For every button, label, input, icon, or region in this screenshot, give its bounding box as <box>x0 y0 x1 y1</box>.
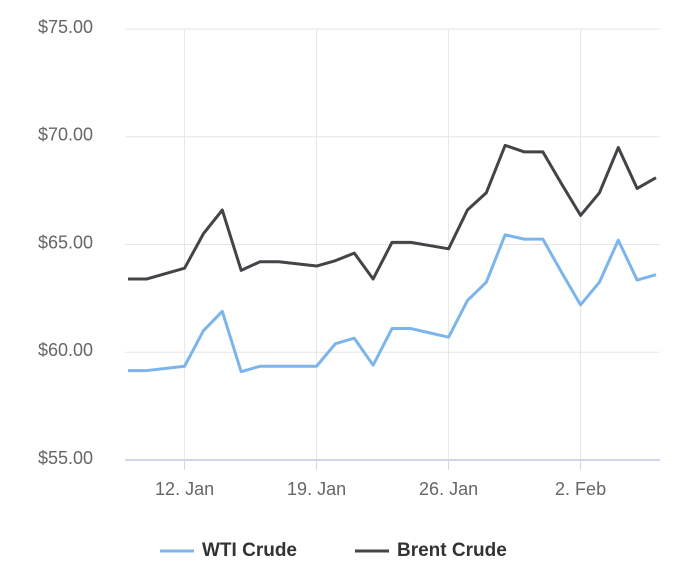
x-tick-label: 2. Feb <box>555 479 606 499</box>
y-tick-label: $60.00 <box>38 340 93 360</box>
y-tick-label: $55.00 <box>38 448 93 468</box>
x-tick-label: 12. Jan <box>155 479 214 499</box>
x-tick-label: 19. Jan <box>287 479 346 499</box>
x-tick-label: 26. Jan <box>419 479 478 499</box>
y-tick-label: $70.00 <box>38 125 93 145</box>
y-tick-label: $75.00 <box>38 17 93 37</box>
y-tick-label: $65.00 <box>38 232 93 252</box>
series-line <box>128 143 657 281</box>
legend-label: WTI Crude <box>202 540 297 561</box>
legend-label: Brent Crude <box>397 540 507 561</box>
series-line <box>128 233 657 374</box>
